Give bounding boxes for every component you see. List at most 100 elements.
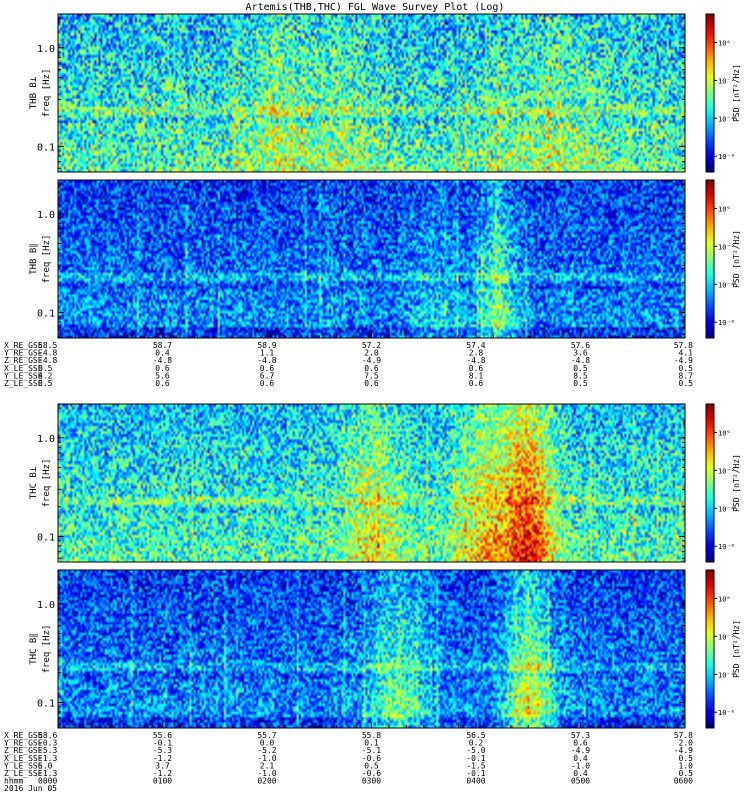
time-tick-label: 0300	[362, 777, 381, 786]
panel-frame	[57, 13, 686, 173]
ephemeris-value: -1.0	[571, 761, 590, 770]
spectrogram-heatmap	[58, 180, 685, 338]
ephemeris-value: -4.8	[38, 356, 57, 365]
ephemeris-value: -5.3	[153, 746, 172, 755]
ephemeris-value: 6.7	[260, 371, 275, 380]
ephemeris-value: -4.8	[257, 356, 276, 365]
ephemeris-value: 0.0	[260, 739, 275, 748]
ephemeris-row-label: Z_LE_SSE	[4, 379, 43, 388]
colorbar-tick-label: 10⁻⁴	[718, 671, 735, 679]
ephemeris-value: -4.8	[571, 356, 590, 365]
ephemeris-value: -0.6	[362, 754, 381, 763]
ephemeris-value: 0.4	[573, 769, 588, 778]
time-tick-label: 0100	[153, 777, 172, 786]
ephemeris-value: 7.5	[364, 371, 379, 380]
ephemeris-value: -0.1	[153, 739, 172, 748]
ephemeris-value: -4.8	[466, 356, 485, 365]
ephemeris-value: -1.2	[153, 769, 172, 778]
ephemeris-value: 2.0	[364, 349, 379, 358]
ephemeris-value: 0.5	[573, 379, 588, 388]
ephemeris-value: -4.9	[362, 356, 381, 365]
chart-title: Artemis(THB,THC) FGL Wave Survey Plot (L…	[246, 2, 505, 13]
ephemeris-value: 57.4	[466, 341, 485, 350]
ephemeris-value: 0.6	[469, 364, 484, 373]
panel-frame	[57, 403, 686, 563]
ephemeris-row-label: Y_RE_GSE	[4, 739, 43, 748]
colorbar: 10⁰ 10⁻² 10⁻⁴ 10⁻⁶ PSD [nT²/Hz]	[705, 403, 741, 563]
colorbar-label: PSD [nT²/Hz]	[732, 230, 741, 288]
ephemeris-value: 58.5	[38, 341, 57, 350]
ephemeris-row-label: X_RE_GSE	[4, 341, 43, 350]
ephemeris-value: 57.8	[674, 341, 693, 350]
ephemeris-row-label: Y_LE_SSE	[4, 371, 43, 380]
ephemeris-value: 0.5	[679, 379, 694, 388]
y-tick-label: 0.1	[37, 698, 55, 709]
panel-thc-bpar: 1.0 0.1 THC B∥ freq [Hz] 10⁰ 10⁻² 10⁻⁴ 10⁻⁶ PSD …	[29, 569, 741, 729]
ephemeris-row-label: Z_RE_GSE	[4, 746, 43, 755]
ephemeris-row-label: Z_LE_SSE	[4, 769, 43, 778]
colorbar-gradient	[705, 179, 715, 339]
colorbar-gradient	[705, 569, 715, 729]
ephemeris-value: -4.8	[38, 349, 57, 358]
ephemeris-row-label: X_LE_SSE	[4, 364, 43, 373]
ephemeris-value: -5.1	[362, 746, 381, 755]
ephemeris-row-label: X_RE_GSE	[4, 731, 43, 740]
date-label: 2016 Jun 05	[4, 784, 57, 793]
ephemeris-value: 0.6	[573, 739, 588, 748]
ephemeris-value: -4.9	[674, 746, 693, 755]
colorbar-tick-label: 10⁻⁶	[718, 709, 735, 717]
ephemeris-row-label: hhmm	[4, 777, 23, 786]
ephemeris-value: 0.2	[469, 739, 484, 748]
time-tick-label: 0000	[38, 777, 57, 786]
ephemeris-value: -5.3	[38, 746, 57, 755]
ephemeris-value: 57.8	[674, 731, 693, 740]
ephemeris-value: -0.1	[466, 754, 485, 763]
ephemeris-value: 55.6	[153, 731, 172, 740]
ephemeris-value: -5.2	[257, 746, 276, 755]
y-axis-label-instrument: THB B⊥	[29, 76, 39, 109]
ephemeris-value: 58.9	[257, 341, 276, 350]
ephemeris-value: 2.8	[469, 349, 484, 358]
colorbar-tick-label: 10⁻⁶	[718, 319, 735, 327]
y-tick-label: 1.0	[37, 210, 55, 221]
ephemeris-value: 0.6	[260, 379, 275, 388]
spectrogram-heatmap	[58, 404, 685, 562]
ephemeris-value: 4.1	[679, 349, 694, 358]
spectrogram-panels: 1.0 0.1 THB B⊥ freq [Hz] 10⁰ 10⁻² 10⁻⁴ 10⁻⁶ PSD …	[29, 13, 741, 729]
ephemeris-value: 1.1	[260, 349, 275, 358]
ephemeris-value: 1.0	[679, 761, 694, 770]
y-tick-label: 1.0	[37, 44, 55, 55]
ephemeris-value: -4.8	[153, 356, 172, 365]
ephemeris-value: 0.5	[679, 364, 694, 373]
ephemeris-value: -1.0	[257, 769, 276, 778]
ephemeris-value: 0.6	[469, 379, 484, 388]
colorbar-tick-label: 10⁻²	[718, 633, 735, 641]
ephemeris-value: -4.9	[674, 356, 693, 365]
time-tick-label: 0600	[674, 777, 693, 786]
colorbar-tick-label: 10⁰	[718, 39, 731, 47]
spectrogram-heatmap	[58, 570, 685, 728]
ephemeris-value: 55.7	[257, 731, 276, 740]
ephemeris-value: 3.6	[573, 349, 588, 358]
ephemeris-value: 5.0	[38, 761, 53, 770]
ephemeris-value: 56.5	[466, 731, 485, 740]
y-axis-label-freq: freq [Hz]	[42, 625, 52, 674]
colorbar-tick-label: 10⁻⁴	[718, 505, 735, 513]
colorbar-tick-label: 10⁰	[718, 595, 731, 603]
colorbar: 10⁰ 10⁻² 10⁻⁴ 10⁻⁶ PSD [nT²/Hz]	[705, 569, 741, 729]
ephemeris-value: 57.2	[362, 341, 381, 350]
y-tick-label: 0.1	[37, 142, 55, 153]
ephemeris-value: 8.5	[573, 371, 588, 380]
ephemeris-value: 0.4	[573, 754, 588, 763]
panel-thb-bperp: 1.0 0.1 THB B⊥ freq [Hz] 10⁰ 10⁻² 10⁻⁴ 10⁻⁶ PSD …	[29, 13, 741, 173]
colorbar-tick-label: 10⁻⁶	[718, 543, 735, 551]
colorbar-tick-label: 10⁻⁴	[718, 115, 735, 123]
ephemeris-value: 55.8	[362, 731, 381, 740]
ephemeris-value: -0.6	[362, 769, 381, 778]
ephemeris-value: -1.0	[257, 754, 276, 763]
ephemeris-row-label: Y_LE_SSE	[4, 761, 43, 770]
